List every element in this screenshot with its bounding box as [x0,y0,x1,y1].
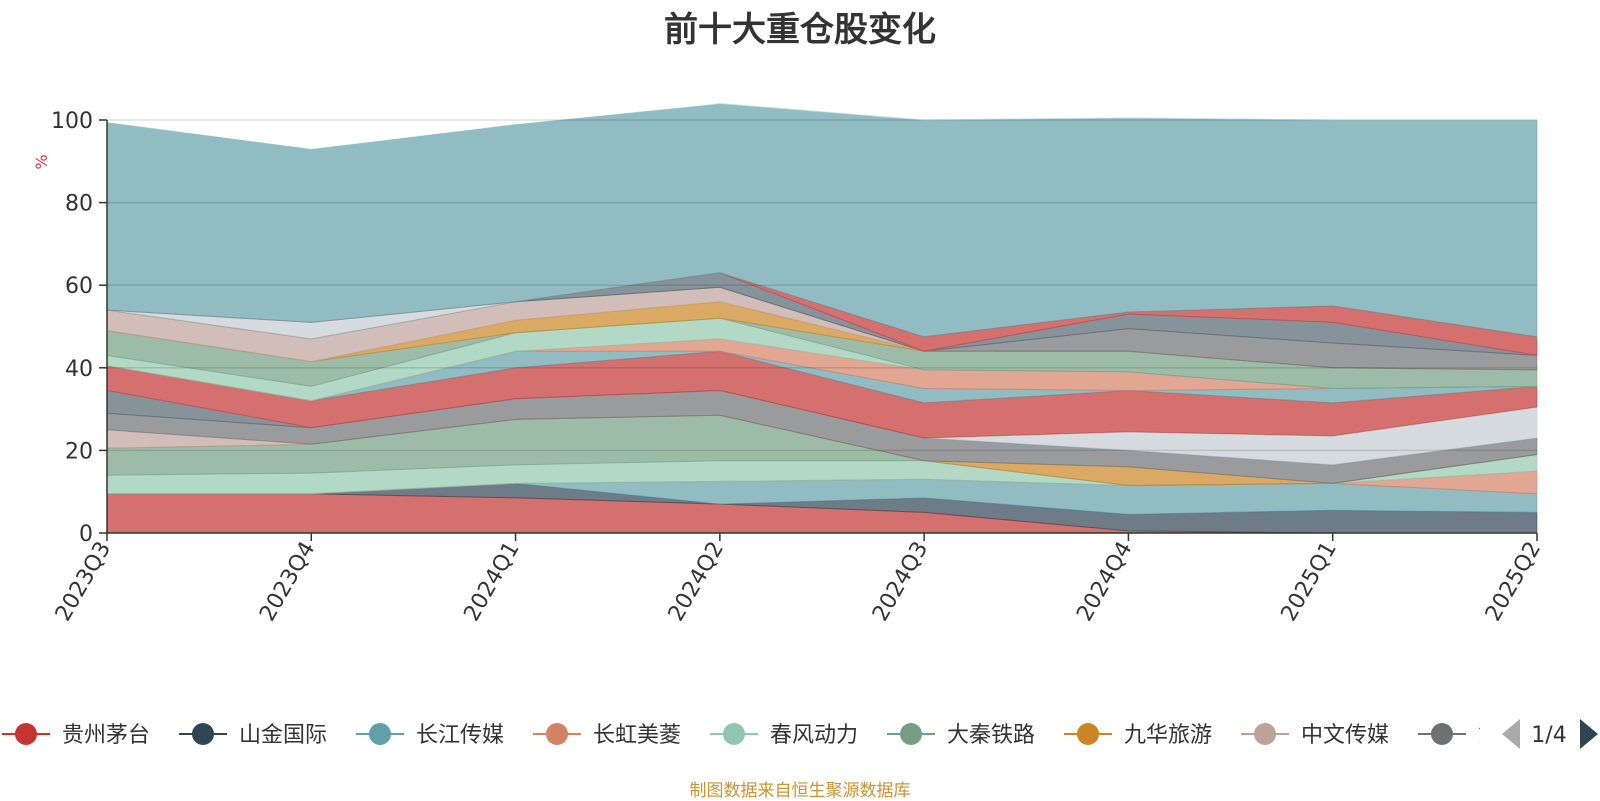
y-tick-label: 40 [65,357,93,382]
x-tick-label: 2025Q1 [1277,538,1342,626]
legend-marker [1431,723,1453,745]
legend-item[interactable]: 中文传媒 [1241,723,1389,748]
legend-item[interactable]: 第九只 [1418,723,1544,748]
legend-marker [15,723,37,745]
legend-marker [1077,723,1099,745]
y-tick-labels: 0 20 40 60 80 100 [51,109,93,547]
y-tick-label: 0 [79,522,93,547]
legend-marker [723,723,745,745]
legend-item[interactable]: 九华旅游 [1064,723,1212,748]
legend-label: 中文传媒 [1301,723,1389,748]
y-tick-label: 100 [51,109,93,134]
legend-marker [1254,723,1276,745]
area-layers [106,102,1538,534]
legend-label: 大秦铁路 [947,723,1035,748]
y-axis-label: % [32,154,51,169]
legend-item[interactable]: 大秦铁路 [887,723,1035,748]
y-tick-label: 80 [65,192,93,217]
legend-next-icon[interactable] [1580,719,1598,749]
y-tick-label: 20 [65,439,93,464]
legend-page-indicator: 1/4 [1531,723,1566,748]
x-tick-label: 2024Q1 [459,538,524,626]
legend-label: 九华旅游 [1124,723,1212,748]
legend-label: 贵州茅台 [62,723,150,748]
legend-item[interactable]: 山金国际 [179,723,327,748]
legend-item[interactable]: 贵州茅台 [2,723,150,748]
legend-marker [369,723,391,745]
legend-label: 长虹美菱 [593,723,681,748]
axes [106,120,1538,541]
legend-pager: 1/4 [1502,719,1598,749]
legend: 贵州茅台 山金国际 长江传媒 长虹美菱 春风动力 大秦铁路 九华旅游 中文传媒 第九只 1/4 [2,719,1598,749]
legend-label: 第九只 [1478,723,1544,748]
legend-label: 长江传媒 [416,723,504,748]
area-series-23 [106,102,1537,150]
legend-marker [900,723,922,745]
legend-marker [192,723,214,745]
chart-title: 前十大重仓股变化 [664,10,936,50]
x-tick-label: 2024Q2 [664,538,729,626]
legend-item[interactable]: 春风动力 [710,723,858,748]
x-tick-label: 2024Q3 [868,538,933,626]
data-source-note: 制图数据来自恒生聚源数据库 [689,781,911,801]
legend-item[interactable]: 长虹美菱 [533,723,681,748]
legend-prev-icon[interactable] [1502,719,1520,749]
legend-marker [546,723,568,745]
x-tick-label: 2023Q3 [51,538,116,626]
legend-item[interactable]: 长江传媒 [356,723,504,748]
x-tick-label: 2023Q4 [255,538,320,626]
y-tick-label: 60 [65,274,93,299]
x-tick-label: 2025Q2 [1481,538,1546,626]
grid-lines [99,119,1537,534]
x-tick-labels: 2023Q3 2023Q4 2024Q1 2024Q2 2024Q3 2024Q4 2025… [51,538,1546,626]
x-tick-label: 2024Q4 [1072,538,1137,626]
legend-label: 春风动力 [770,723,858,748]
legend-label: 山金国际 [239,723,327,748]
